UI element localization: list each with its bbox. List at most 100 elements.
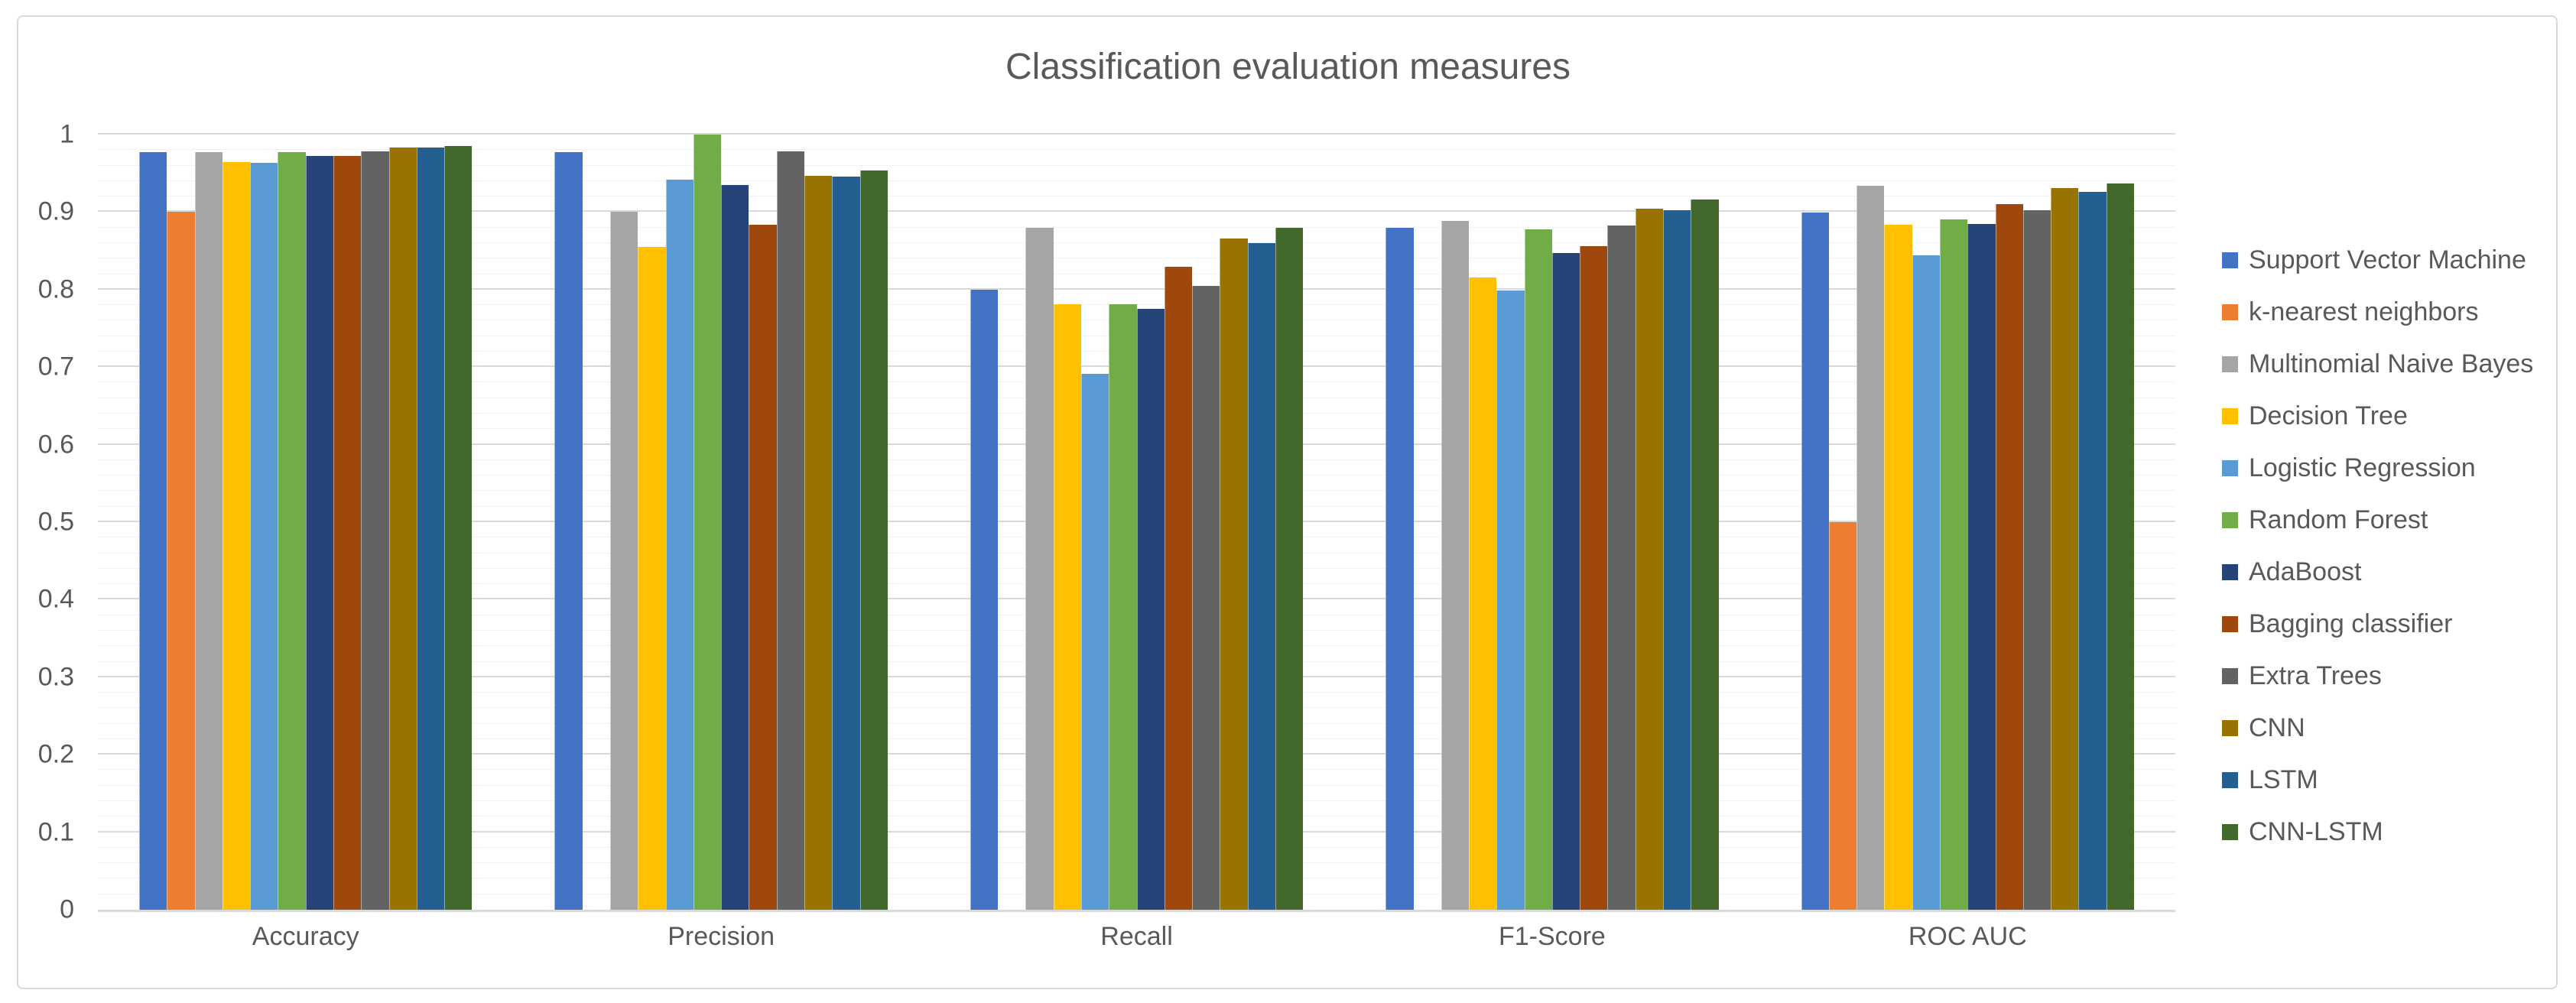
bar-decision-tree-recall xyxy=(1053,304,1081,910)
legend-label: Bagging classifier xyxy=(2249,609,2453,638)
legend-label: Decision Tree xyxy=(2249,401,2408,430)
bar-extra-trees-recall xyxy=(1192,285,1220,910)
bar-adaboost-accuracy xyxy=(305,156,333,910)
legend-item-decision-tree: Decision Tree xyxy=(2222,390,2574,442)
bar-logistic-regression-f1-score xyxy=(1496,290,1525,910)
bar-cnn-lstm-f1-score xyxy=(1691,200,1719,910)
bar-extra-trees-roc-auc xyxy=(2022,210,2051,910)
bar-multinomial-naive-bayes-recall xyxy=(1025,227,1054,910)
category-label-precision: Precision xyxy=(668,922,775,951)
legend-item-logistic-regression: Logistic Regression xyxy=(2222,442,2574,494)
bar-group-roc-auc xyxy=(1760,135,2175,910)
y-axis-tick-label: 0.3 xyxy=(37,662,74,692)
bar-cnn-recall xyxy=(1220,238,1248,910)
legend-color-swatch xyxy=(2222,407,2238,424)
bar-support-vector-machine-recall xyxy=(970,289,999,910)
bar-multinomial-naive-bayes-accuracy xyxy=(194,152,223,910)
legend-item-k-nearest-neighbors: k-nearest neighbors xyxy=(2222,286,2574,338)
bar-lstm-precision xyxy=(832,176,860,910)
legend-color-swatch xyxy=(2222,823,2238,840)
bar-logistic-regression-precision xyxy=(665,179,694,910)
bar-support-vector-machine-precision xyxy=(554,152,583,910)
bar-group-recall xyxy=(929,135,1344,910)
legend-item-extra-trees: Extra Trees xyxy=(2222,650,2574,702)
legend-color-swatch xyxy=(2222,355,2238,372)
legend-label: CNN-LSTM xyxy=(2249,816,2383,846)
minor-gridline xyxy=(98,226,2175,228)
legend-label: CNN xyxy=(2249,712,2305,742)
bar-lstm-roc-auc xyxy=(2078,192,2107,910)
bar-support-vector-machine-f1-score xyxy=(1385,227,1414,910)
bar-adaboost-precision xyxy=(721,184,749,910)
bar-decision-tree-roc-auc xyxy=(1884,224,1912,910)
bar-cnn-precision xyxy=(804,175,833,910)
bar-cnn-lstm-roc-auc xyxy=(2106,183,2134,910)
bar-lstm-recall xyxy=(1247,242,1275,910)
bar-support-vector-machine-accuracy xyxy=(139,152,167,910)
bar-k-nearest-neighbors-roc-auc xyxy=(1828,522,1857,910)
bar-bagging-classifier-precision xyxy=(749,224,777,910)
legend-label: k-nearest neighbors xyxy=(2249,297,2479,326)
y-axis-tick-label: 0.1 xyxy=(37,817,74,847)
legend-label: Extra Trees xyxy=(2249,661,2382,690)
bar-cnn-roc-auc xyxy=(2051,187,2079,910)
y-axis: 0 0.1 0.2 0.3 0.4 0.5 0.6 0.7 0.8 0.9 1 xyxy=(0,120,74,924)
legend-item-support-vector-machine: Support Vector Machine xyxy=(2222,234,2574,286)
y-axis-tick-label: 1 xyxy=(60,119,74,149)
bar-lstm-f1-score xyxy=(1663,210,1691,910)
bar-multinomial-naive-bayes-f1-score xyxy=(1441,220,1470,910)
minor-gridline xyxy=(98,149,2175,151)
plot-area xyxy=(98,133,2175,912)
y-axis-tick-label: 0.7 xyxy=(37,352,74,381)
legend-label: AdaBoost xyxy=(2249,557,2362,586)
major-gridline xyxy=(98,287,2175,290)
bar-extra-trees-f1-score xyxy=(1607,225,1636,910)
bar-decision-tree-accuracy xyxy=(222,161,251,910)
y-axis-tick-label: 0.8 xyxy=(37,274,74,304)
bar-random-forest-recall xyxy=(1109,304,1137,910)
bar-bagging-classifier-recall xyxy=(1164,267,1193,910)
legend-color-swatch xyxy=(2222,252,2238,268)
bar-cnn-f1-score xyxy=(1635,209,1664,910)
legend-color-swatch xyxy=(2222,771,2238,788)
legend-label: LSTM xyxy=(2249,764,2318,794)
legend-color-swatch xyxy=(2222,615,2238,632)
bar-logistic-regression-accuracy xyxy=(250,162,278,910)
bar-multinomial-naive-bayes-precision xyxy=(609,212,638,910)
legend-color-swatch xyxy=(2222,303,2238,320)
bar-logistic-regression-recall xyxy=(1080,374,1109,910)
category-label-f1-score: F1-Score xyxy=(1499,922,1606,951)
bar-support-vector-machine-roc-auc xyxy=(1801,213,1829,910)
bar-logistic-regression-roc-auc xyxy=(1912,255,1941,910)
y-axis-tick-label: 0.9 xyxy=(37,196,74,226)
bar-random-forest-f1-score xyxy=(1524,229,1552,910)
category-label-recall: Recall xyxy=(1100,922,1173,951)
bar-random-forest-accuracy xyxy=(278,152,306,910)
minor-gridline xyxy=(98,242,2175,243)
bar-random-forest-roc-auc xyxy=(1940,219,1968,910)
minor-gridline xyxy=(98,180,2175,181)
bar-extra-trees-accuracy xyxy=(361,151,389,910)
bar-adaboost-recall xyxy=(1136,309,1165,910)
y-axis-tick-label: 0.5 xyxy=(37,507,74,537)
bar-extra-trees-precision xyxy=(776,151,804,910)
bar-cnn-lstm-precision xyxy=(859,170,888,910)
x-axis: Accuracy Precision Recall F1-Score ROC AUC xyxy=(98,922,2175,952)
bar-bagging-classifier-accuracy xyxy=(333,156,362,910)
legend-label: Multinomial Naive Bayes xyxy=(2249,349,2534,378)
major-gridline xyxy=(98,210,2175,213)
legend-label: Random Forest xyxy=(2249,505,2428,534)
legend-item-lstm: LSTM xyxy=(2222,754,2574,806)
legend: Support Vector Machine k-nearest neighbor… xyxy=(2222,234,2574,858)
legend-color-swatch xyxy=(2222,511,2238,528)
minor-gridline xyxy=(98,164,2175,166)
y-axis-tick-label: 0 xyxy=(60,894,74,924)
bar-lstm-accuracy xyxy=(416,148,445,910)
bar-cnn-lstm-accuracy xyxy=(444,146,473,910)
chart-title: Classification evaluation measures xyxy=(1005,47,1571,87)
legend-color-swatch xyxy=(2222,563,2238,580)
bar-bagging-classifier-roc-auc xyxy=(1995,204,2023,910)
legend-item-random-forest: Random Forest xyxy=(2222,494,2574,546)
legend-label: Support Vector Machine xyxy=(2249,245,2526,274)
